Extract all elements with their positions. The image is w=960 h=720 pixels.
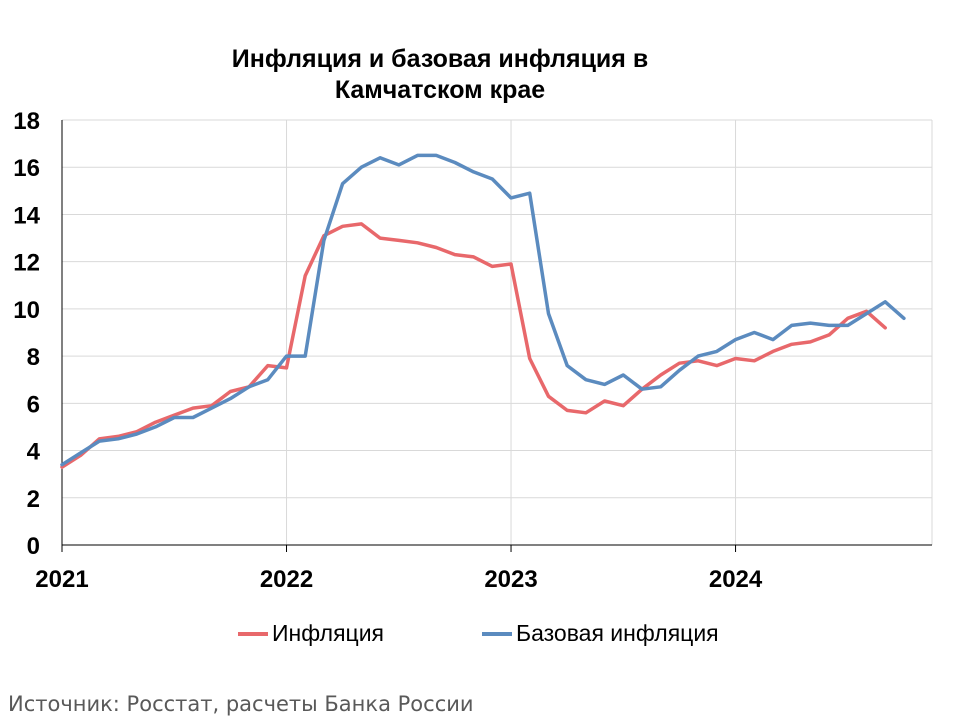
legend-swatch-core-inflation [482,631,512,636]
y-tick-label: 12 [13,250,40,277]
legend: Инфляция Базовая инфляция [0,620,960,650]
x-tick-label: 2024 [709,566,763,593]
y-tick-label: 8 [27,344,40,371]
chart-title: Инфляция и базовая инфляция в Камчатском… [160,44,720,106]
source-note: Источник: Росстат, расчеты Банка России [8,692,474,716]
y-tick-label: 16 [13,155,40,182]
y-tick-label: 6 [27,391,40,418]
y-tick-label: 10 [13,297,40,324]
grid-layer [61,119,933,545]
legend-swatch-inflation [238,631,268,636]
series-line-core-inflation [60,153,906,467]
y-tick-label: 14 [13,202,40,229]
y-tick-label: 2 [27,486,40,513]
axis-layer: 0 2 4 6 8 10 12 14 16 18 2021 2022 2023 2024 [13,108,932,593]
legend-item-core-inflation: Базовая инфляция [482,620,719,647]
x-tick-label: 2023 [484,566,537,593]
y-tick-label: 0 [27,533,40,560]
legend-item-inflation: Инфляция [238,620,384,647]
x-tick-label: 2021 [35,566,88,593]
y-tick-label: 18 [13,108,40,135]
x-tick-label: 2022 [260,566,313,593]
legend-label-core-inflation: Базовая инфляция [516,620,719,646]
chart-title-line-2: Камчатском крае [334,76,546,104]
y-tick-label: 4 [27,439,41,466]
chart-title-line-1: Инфляция и базовая инфляция в [231,45,649,73]
legend-label-inflation: Инфляция [272,620,385,646]
series-layer [60,153,906,469]
series-line-inflation [60,222,887,469]
